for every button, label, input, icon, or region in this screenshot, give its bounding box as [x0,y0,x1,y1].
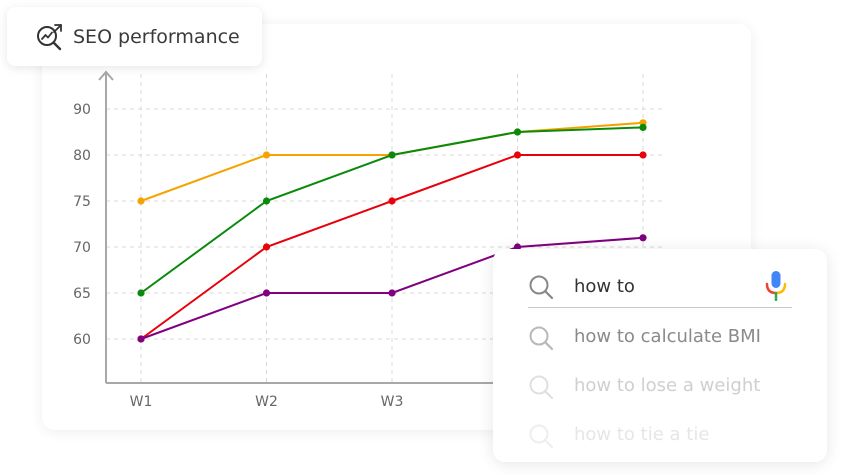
data-point [639,234,647,242]
search-suggestions-card: how to calculate BMI how to lose a weigh… [493,249,827,462]
suggestion-label: how to tie a tie [574,424,710,445]
search-icon [529,375,554,400]
data-point [262,197,271,205]
data-point [262,243,271,251]
page-title: SEO performance [73,25,240,48]
data-point [137,289,145,297]
data-point [262,289,271,297]
x-tick-label: W1 [130,394,153,410]
data-point [388,289,396,297]
data-point [388,197,396,205]
y-tick-label: 90 [73,102,91,118]
search-icon [529,326,554,351]
y-tick-label: 75 [73,194,91,210]
suggestion-item[interactable]: how to calculate BMI [528,323,808,353]
suggestion-item[interactable]: how to tie a tie [528,421,808,451]
data-point [639,123,647,131]
data-point [513,151,522,159]
data-point [388,151,396,159]
seo-line-chart: 606570758090W1W2W3W4W5 [73,70,672,410]
y-tick-label: 65 [73,286,91,302]
y-axis-arrow [98,70,114,81]
suggestion-label: how to lose a weight [574,375,761,396]
data-point [513,243,522,251]
data-point [137,335,145,343]
search-input[interactable] [574,273,744,299]
y-tick-label: 60 [73,332,91,348]
data-point [639,151,647,159]
chart-title-card: SEO performance [7,7,262,66]
data-point [137,197,145,205]
data-point [262,151,271,159]
search-icon [529,424,554,449]
x-tick-label: W2 [255,394,278,410]
seo-trend-icon [37,23,62,50]
data-point [513,128,522,136]
suggestion-label: how to calculate BMI [574,326,761,347]
microphone-icon[interactable] [764,271,788,301]
x-tick-label: W3 [381,394,404,410]
search-box [528,267,792,308]
chart-card: 606570758090W1W2W3W4W5 [42,24,751,430]
search-icon [529,275,554,300]
y-tick-label: 70 [73,240,91,256]
y-tick-label: 80 [73,148,91,164]
suggestion-item[interactable]: how to lose a weight [528,372,808,402]
